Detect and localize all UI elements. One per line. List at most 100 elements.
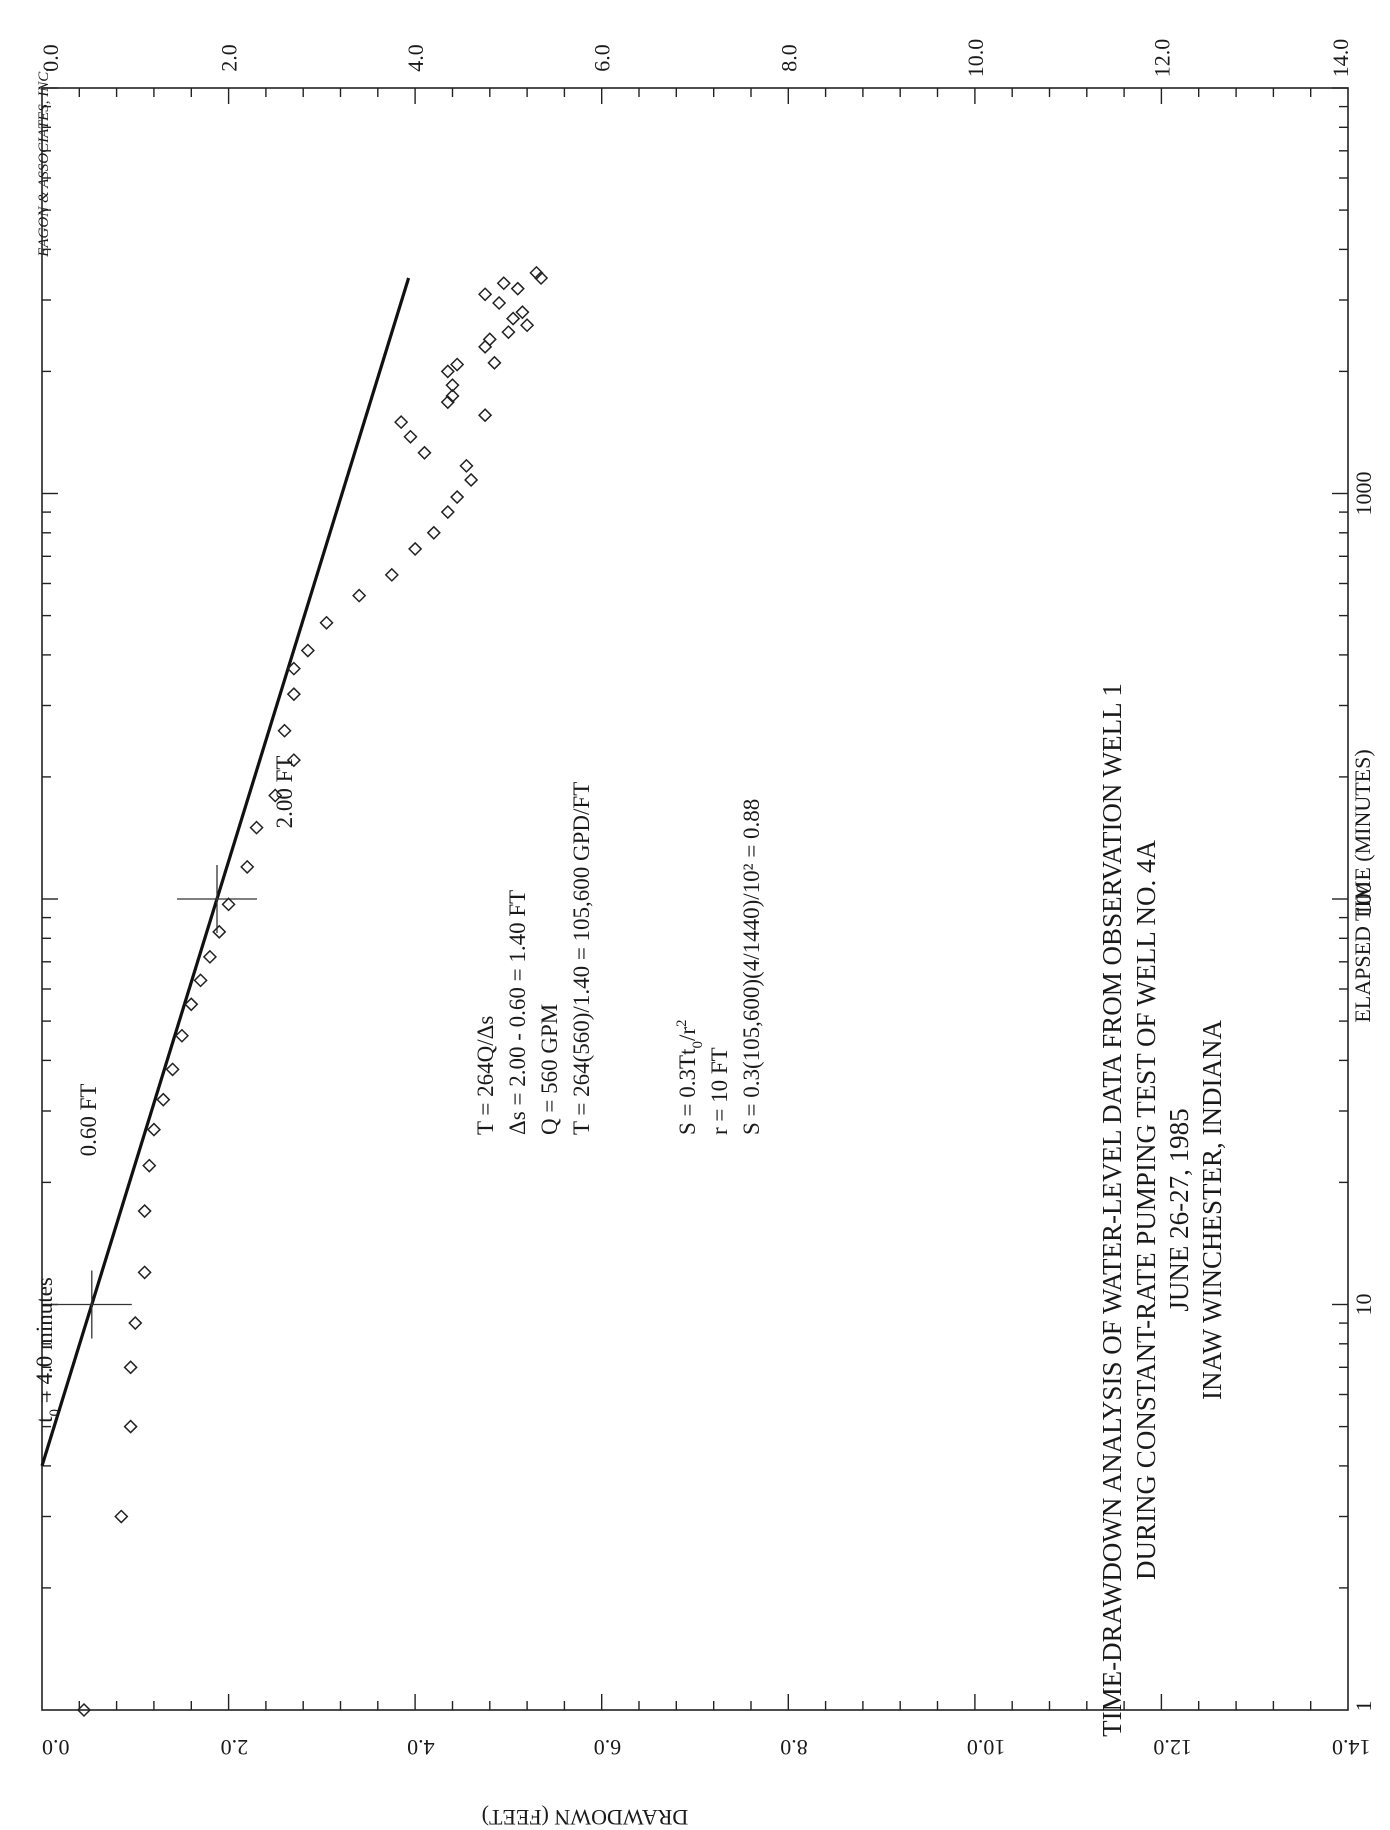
drawdown-tick-label-top: 10.0 bbox=[963, 39, 988, 78]
title-line: INAW WINCHESTER, INDIANA bbox=[1197, 1019, 1227, 1400]
drawdown-axis-labels-bottom: 0.0 2.0 4.0 6.0 8.0 10.0 12.0 14.0 bbox=[42, 1735, 1371, 1760]
data-point bbox=[515, 305, 530, 320]
drawdown-axis-labels-top: 0.0 2.0 4.0 6.0 8.0 10.0 12.0 14.0 bbox=[38, 39, 1353, 78]
calculation-line: Q = 560 GPM bbox=[537, 1004, 562, 1135]
data-point bbox=[440, 364, 455, 379]
data-point bbox=[529, 265, 544, 280]
time-tick-label: 1000 bbox=[1351, 472, 1376, 516]
data-point bbox=[506, 311, 521, 326]
data-point bbox=[156, 1092, 171, 1107]
data-point bbox=[128, 1315, 143, 1331]
time-tick-label: 100 bbox=[1351, 883, 1376, 916]
drawdown-tick-label-bottom: 8.0 bbox=[780, 1735, 808, 1760]
drawdown-tick-label-bottom: 2.0 bbox=[221, 1735, 249, 1760]
data-point bbox=[123, 1419, 138, 1434]
time-axis-title: ELAPSED TIME (MINUTES) bbox=[1350, 749, 1375, 1022]
data-point bbox=[482, 332, 497, 347]
data-point bbox=[286, 753, 301, 768]
data-point bbox=[114, 1509, 129, 1524]
drawdown-tick-label-bottom: 12.0 bbox=[1153, 1735, 1192, 1760]
drawdown-tick-label-top: 0.0 bbox=[38, 44, 63, 72]
data-point bbox=[464, 472, 479, 488]
data-point bbox=[440, 504, 455, 520]
data-point bbox=[450, 489, 465, 505]
data-point bbox=[193, 973, 208, 988]
drawdown-tick-label-bottom: 14.0 bbox=[1332, 1735, 1371, 1760]
drawdown-tick-label-bottom: 10.0 bbox=[967, 1735, 1006, 1760]
data-point bbox=[492, 295, 507, 311]
mark-060-label: 0.60 FT bbox=[76, 1084, 101, 1157]
data-point bbox=[478, 339, 493, 354]
data-point bbox=[478, 287, 493, 302]
data-point bbox=[384, 567, 399, 582]
data-point bbox=[534, 270, 549, 286]
time-tick-label: 1 bbox=[1351, 1701, 1376, 1712]
data-point bbox=[403, 429, 418, 444]
data-point bbox=[487, 355, 502, 370]
data-point bbox=[146, 1122, 162, 1137]
data-point bbox=[286, 661, 301, 676]
data-point bbox=[394, 415, 409, 430]
mark-200-label: 2.00 FT bbox=[272, 756, 297, 829]
data-point bbox=[300, 643, 315, 658]
data-point bbox=[212, 924, 227, 939]
title-line: JUNE 26-27, 1985 bbox=[1164, 1108, 1194, 1311]
storage-equation: S = 0.3Tt0/r2 bbox=[674, 1019, 706, 1135]
drawdown-tick-label-top: 4.0 bbox=[403, 44, 428, 72]
data-point bbox=[123, 1360, 138, 1375]
calculation-line: T = 264(560)/1.40 = 105,600 GPD/FT bbox=[569, 782, 594, 1135]
chart-title: TIME-DRAWDOWN ANALYSIS OF WATER-LEVEL DA… bbox=[1097, 683, 1227, 1737]
storativity-calculation: S = 0.3Tt0/r2 r = 10 FT S = 0.3(105,600)(… bbox=[674, 799, 764, 1135]
data-point bbox=[450, 357, 465, 372]
drawdown-tick-label-top: 14.0 bbox=[1328, 39, 1353, 78]
title-line: DURING CONSTANT-RATE PUMPING TEST OF WEL… bbox=[1131, 840, 1161, 1580]
data-point bbox=[319, 615, 334, 630]
data-point bbox=[520, 318, 535, 333]
data-point bbox=[240, 859, 255, 874]
data-point bbox=[501, 325, 516, 340]
data-point bbox=[165, 1062, 180, 1077]
drawdown-tick-label-bottom: 0.0 bbox=[42, 1735, 70, 1760]
data-point bbox=[286, 687, 301, 702]
fit-line bbox=[40, 277, 411, 1467]
calculation-line: Δs = 2.00 - 0.60 = 1.40 FT bbox=[505, 890, 530, 1135]
data-point bbox=[202, 949, 217, 964]
drawdown-tick-label-bottom: 6.0 bbox=[594, 1735, 622, 1760]
data-point bbox=[459, 458, 474, 473]
data-point bbox=[510, 281, 525, 296]
data-point bbox=[445, 388, 460, 404]
data-point bbox=[478, 408, 493, 423]
time-axis-labels: 1 10 100 1000 bbox=[1351, 472, 1376, 1712]
drawdown-tick-label-top: 6.0 bbox=[590, 44, 615, 72]
drawdown-tick-label-bottom: 4.0 bbox=[407, 1735, 435, 1760]
credit-text: EAGON & ASSOCIATES, INC. bbox=[36, 68, 52, 258]
data-points bbox=[76, 265, 549, 1718]
transmissivity-calculation: T = 264Q/Δs Δs = 2.00 - 0.60 = 1.40 FT Q =… bbox=[473, 782, 594, 1135]
data-point bbox=[137, 1265, 152, 1280]
calculation-line: T = 264Q/Δs bbox=[473, 1016, 498, 1135]
drawdown-tick-label-top: 12.0 bbox=[1149, 39, 1174, 78]
data-point bbox=[268, 788, 283, 803]
data-point bbox=[174, 1028, 189, 1043]
time-tick-label: 10 bbox=[1351, 1294, 1376, 1316]
data-point bbox=[496, 276, 511, 291]
data-point bbox=[445, 378, 460, 393]
data-point bbox=[352, 588, 367, 603]
data-point bbox=[221, 897, 236, 912]
data-point bbox=[184, 997, 199, 1012]
storage-line: S = 0.3(105,600)(4/1440)/10² = 0.88 bbox=[739, 799, 764, 1135]
data-point bbox=[76, 1702, 92, 1718]
data-point bbox=[249, 820, 264, 835]
drawdown-axis-title: DRAWDOWN (FEET) bbox=[482, 1805, 689, 1830]
storage-line: r = 10 FT bbox=[707, 1047, 732, 1135]
data-point bbox=[142, 1158, 157, 1173]
data-point bbox=[426, 525, 441, 540]
drawdown-tick-label-top: 2.0 bbox=[217, 44, 242, 72]
data-point bbox=[417, 445, 432, 460]
data-point bbox=[440, 395, 455, 410]
title-line: TIME-DRAWDOWN ANALYSIS OF WATER-LEVEL DA… bbox=[1097, 683, 1127, 1737]
fit-marks bbox=[51, 865, 257, 1339]
data-point bbox=[137, 1203, 152, 1219]
t0-label: t0 = 4.0 minutes bbox=[32, 1277, 63, 1423]
